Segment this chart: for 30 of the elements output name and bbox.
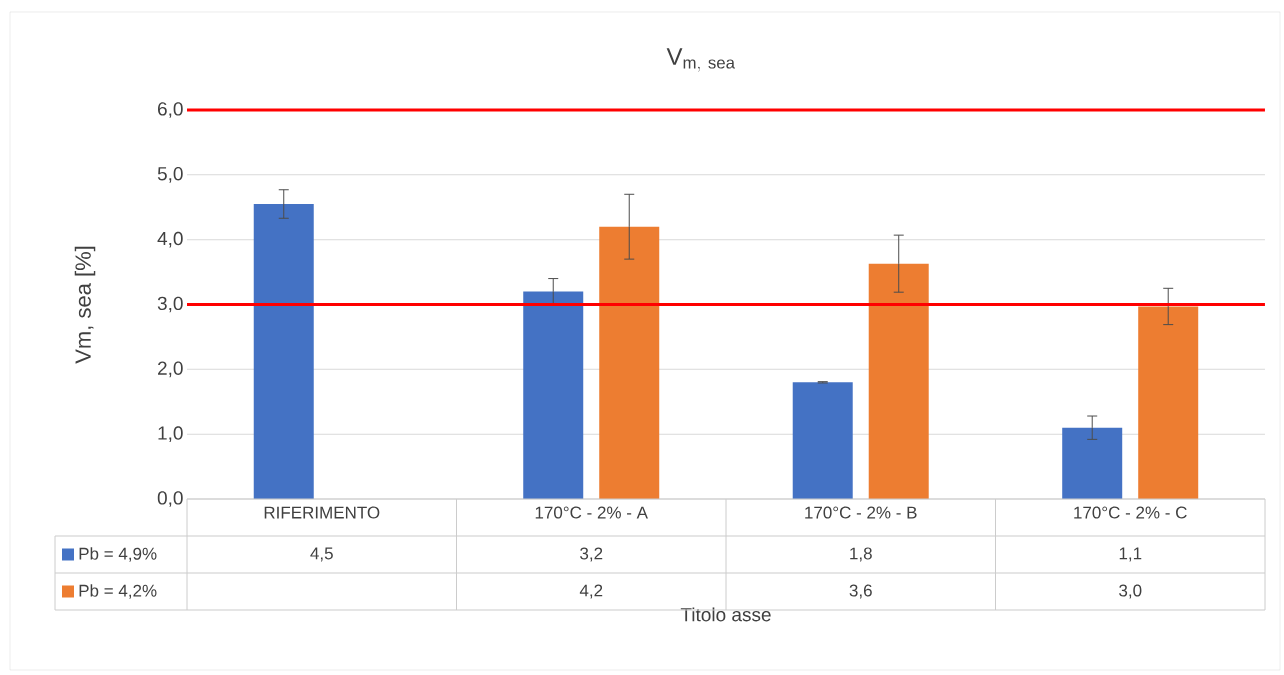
y-axis-title: Vm, sea [%]: [74, 246, 96, 364]
x-tick-label: 170°C - 2% - B: [805, 506, 917, 519]
bar: [599, 226, 660, 499]
data-label: 1,8: [850, 547, 872, 562]
y-tick-label: 6,0: [158, 102, 183, 118]
bar: [253, 204, 314, 499]
y-tick-label: 5,0: [157, 166, 183, 183]
bar: [1062, 427, 1123, 499]
legend-label: Pb = 4,9%: [79, 547, 157, 562]
bar: [1138, 306, 1199, 499]
chart-title: $\mathrm{V}_{\mathrm{m,\ sea}}$: [666, 48, 735, 72]
bar: [792, 382, 853, 499]
x-tick-label: 170°C - 2% - A: [535, 506, 648, 519]
bar: [523, 291, 584, 499]
x-axis-title: Titolo asse: [680, 607, 771, 622]
data-label: 3,2: [580, 547, 603, 562]
data-label: 3,0: [1119, 584, 1142, 599]
y-tick-label: 2,0: [158, 361, 183, 378]
data-label: 4,5: [310, 547, 333, 562]
y-tick-label: 3,0: [157, 296, 183, 313]
data-label: 1,1: [1119, 547, 1142, 562]
x-tick-label: 170°C - 2% - C: [1074, 506, 1187, 519]
y-tick-label: 0,0: [157, 491, 183, 507]
y-tick-label: 4,0: [157, 231, 183, 248]
x-tick-label: RIFERIMENTO: [264, 506, 380, 519]
y-tick-label: 1,0: [158, 426, 183, 443]
data-label: 4,2: [579, 584, 603, 599]
legend-label: Pb = 4,2%: [79, 584, 157, 599]
data-label: 3,6: [849, 584, 872, 599]
bar: [868, 263, 929, 499]
